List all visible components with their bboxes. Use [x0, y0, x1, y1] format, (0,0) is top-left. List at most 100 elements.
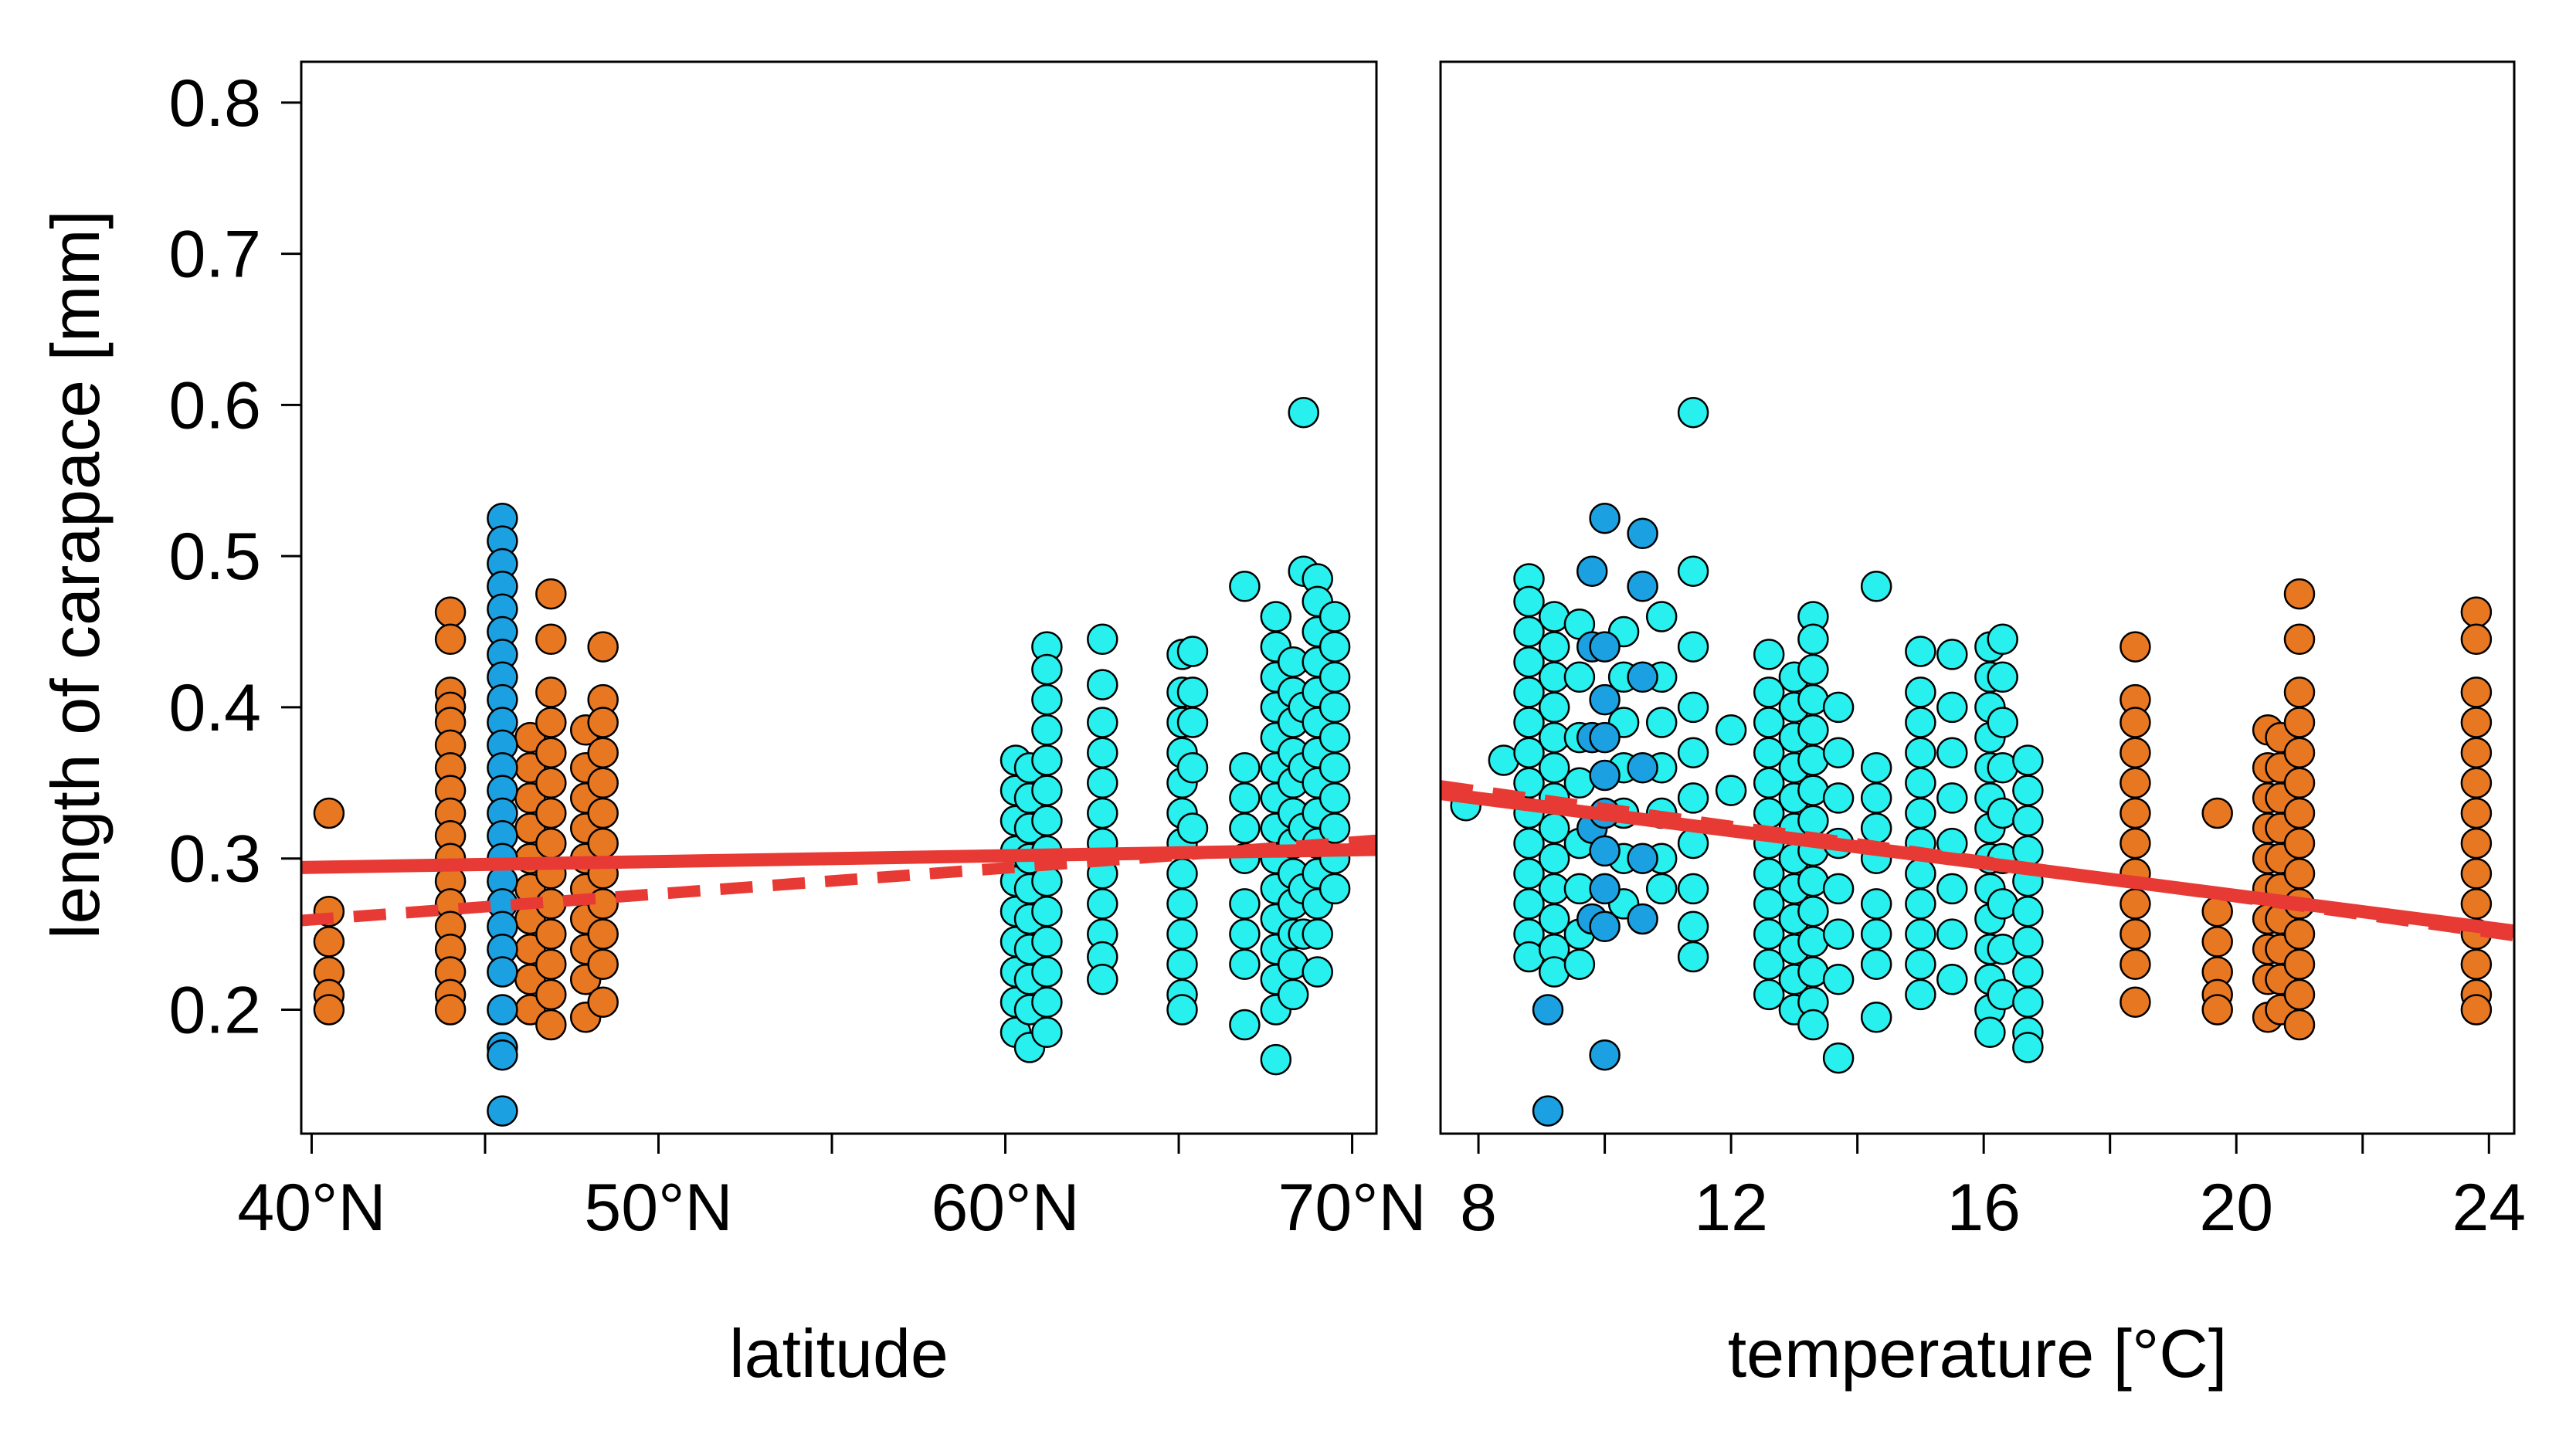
data-point — [1176, 812, 1209, 844]
y-tick-label: 0.8 — [168, 66, 261, 141]
data-point — [1753, 918, 1785, 950]
data-point — [1905, 918, 1936, 950]
data-point — [1563, 948, 1596, 980]
data-point — [1589, 721, 1621, 754]
data-point — [1513, 737, 1545, 768]
data-point — [1229, 782, 1261, 814]
data-point — [1753, 948, 1785, 980]
x-tick-label: 60°N — [931, 1171, 1079, 1245]
data-point — [2120, 737, 2151, 768]
data-point — [1538, 812, 1570, 844]
data-point — [1936, 691, 1968, 724]
data-point — [1031, 1016, 1063, 1049]
data-point — [1627, 571, 1658, 602]
data-point — [434, 994, 467, 1026]
data-point — [1753, 737, 1785, 768]
data-point — [1087, 669, 1118, 700]
data-point — [2460, 737, 2493, 768]
data-point — [1905, 767, 1936, 799]
data-point — [535, 918, 567, 950]
x-tick-label: 12 — [1694, 1171, 1768, 1245]
data-point — [1589, 683, 1621, 716]
data-point — [2012, 986, 2044, 1018]
data-point — [1987, 623, 2018, 656]
fit-line-dashed — [1441, 780, 2514, 941]
data-point — [1031, 805, 1063, 837]
data-point — [1229, 888, 1261, 920]
data-point — [1288, 396, 1319, 429]
data-point — [2120, 707, 2151, 738]
data-point — [1589, 502, 1621, 534]
data-point — [1822, 737, 1855, 768]
data-point — [2283, 676, 2316, 708]
y-tick-label: 0.6 — [168, 368, 261, 442]
data-point — [1302, 918, 1333, 950]
data-point — [1627, 751, 1658, 784]
data-point — [1229, 918, 1261, 950]
data-point — [1319, 873, 1351, 905]
data-point — [2012, 805, 2044, 837]
data-point — [1319, 782, 1351, 814]
data-point — [1677, 737, 1709, 768]
data-point — [1319, 601, 1351, 632]
data-point — [1087, 964, 1118, 995]
data-point — [1753, 767, 1785, 799]
data-point — [1822, 918, 1855, 950]
data-point — [1905, 858, 1936, 890]
data-point — [1166, 948, 1198, 980]
data-point — [1513, 858, 1545, 890]
data-point — [1822, 1042, 1855, 1074]
data-point — [1538, 631, 1570, 663]
data-point — [2460, 994, 2493, 1026]
data-point — [1677, 873, 1709, 905]
data-point — [1538, 691, 1570, 724]
data-point — [1905, 636, 1936, 667]
data-point — [1087, 707, 1118, 738]
data-point — [2012, 744, 2044, 776]
data-point — [1319, 631, 1351, 663]
data-point — [535, 978, 567, 1011]
data-point — [1677, 691, 1709, 724]
data-point — [487, 956, 518, 988]
data-point — [535, 737, 567, 768]
data-point — [1176, 676, 1209, 708]
data-point — [2460, 797, 2493, 829]
y-tick-label: 0.4 — [168, 671, 261, 745]
data-point — [1031, 744, 1063, 776]
fit-line-dashed — [301, 834, 1376, 927]
data-point — [1905, 888, 1936, 920]
x-tick-label: 40°N — [237, 1171, 385, 1245]
data-point — [1576, 555, 1608, 587]
data-point — [1176, 751, 1209, 784]
data-point — [1166, 888, 1198, 920]
data-point — [1677, 782, 1709, 814]
data-point — [1936, 964, 1968, 995]
data-point — [2283, 707, 2316, 738]
data-point — [1797, 805, 1829, 837]
x-tick-label: 8 — [1460, 1171, 1497, 1245]
data-point — [2120, 797, 2151, 829]
data-point — [1589, 873, 1621, 905]
data-point — [1822, 782, 1855, 814]
data-point — [2283, 623, 2316, 656]
data-point — [1860, 948, 1892, 980]
data-point — [1936, 737, 1968, 768]
data-point — [1936, 873, 1968, 905]
data-point — [1513, 676, 1545, 708]
data-points — [313, 396, 1351, 1127]
data-point — [1031, 926, 1063, 958]
data-point — [1166, 858, 1198, 890]
data-point — [1229, 751, 1261, 784]
data-point — [1936, 639, 1968, 670]
data-point — [2012, 956, 2044, 988]
data-point — [487, 994, 518, 1026]
data-point — [1753, 639, 1785, 670]
data-point — [1031, 956, 1063, 988]
data-point — [2460, 767, 2493, 799]
data-point — [1087, 888, 1118, 920]
data-point — [587, 948, 619, 980]
data-point — [1538, 843, 1570, 874]
data-point — [2012, 895, 2044, 927]
data-point — [1974, 1016, 2006, 1049]
data-point — [1513, 615, 1545, 648]
